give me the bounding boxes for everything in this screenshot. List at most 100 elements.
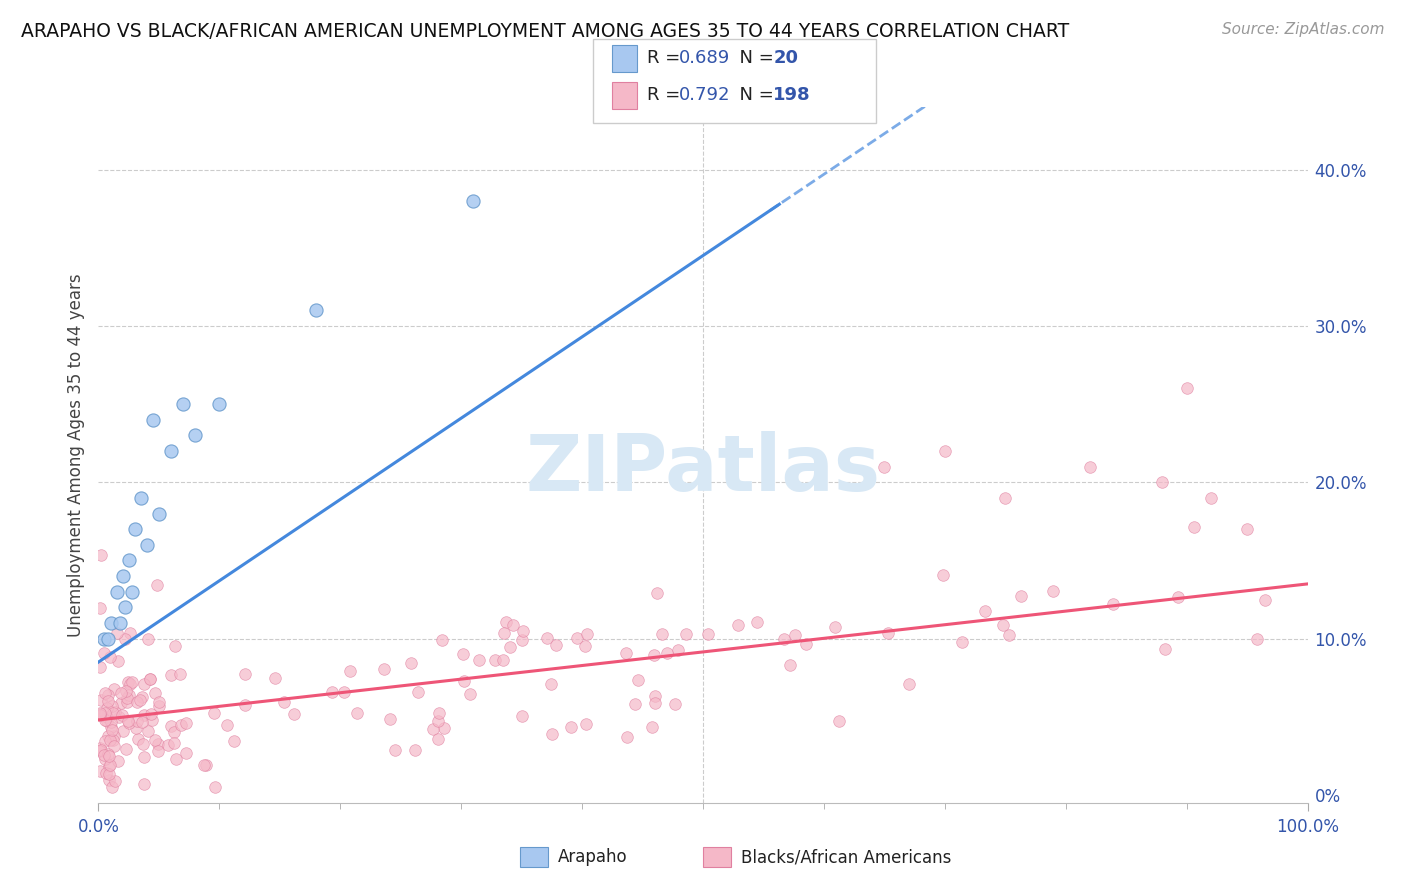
Point [105, 625, 128, 640]
Point [160, 668, 183, 682]
Point [121, 584, 143, 599]
Point [484, 652, 506, 666]
Point [97, 749, 120, 764]
Text: Source: ZipAtlas.com: Source: ZipAtlas.com [1222, 22, 1385, 37]
Point [100, 615, 122, 630]
Point [134, 707, 156, 722]
Point [208, 397, 231, 411]
Point [118, 553, 141, 567]
Text: R =: R = [647, 87, 686, 104]
Point [574, 640, 596, 654]
Point [174, 716, 197, 731]
Point [651, 627, 673, 641]
Point [118, 688, 141, 702]
Point [1201, 491, 1223, 505]
Point [1078, 459, 1101, 474]
Point [114, 600, 136, 615]
Text: Blacks/African Americans: Blacks/African Americans [741, 848, 952, 866]
Point [96, 710, 118, 724]
Point [141, 706, 163, 721]
Point [169, 718, 191, 732]
Point [184, 428, 207, 442]
Point [138, 672, 160, 686]
Point [98, 649, 121, 664]
Point [145, 686, 167, 700]
Point [94, 685, 117, 699]
Point [89, 600, 111, 615]
Point [94, 713, 117, 727]
Point [103, 682, 125, 697]
Point [114, 684, 136, 698]
Point [321, 685, 343, 699]
Point [502, 617, 524, 632]
Point [565, 631, 588, 645]
Point [148, 695, 170, 709]
Point [614, 646, 637, 660]
Point [132, 677, 155, 691]
Point [148, 507, 170, 521]
Point [110, 697, 132, 711]
Point [512, 709, 534, 723]
Point [644, 696, 666, 710]
Point [193, 758, 215, 772]
Point [873, 459, 896, 474]
Point [931, 568, 953, 582]
Point [117, 694, 139, 708]
Point [1010, 589, 1032, 603]
Point [97, 747, 120, 762]
Point [146, 744, 169, 758]
Point [195, 757, 218, 772]
Point [89, 660, 111, 674]
Point [110, 686, 132, 700]
Point [779, 658, 801, 673]
Point [163, 725, 186, 739]
Point [148, 738, 170, 752]
Point [468, 653, 491, 667]
Point [131, 690, 153, 704]
Point [107, 654, 129, 668]
Text: ARAPAHO VS BLACK/AFRICAN AMERICAN UNEMPLOYMENT AMONG AGES 35 TO 44 YEARS CORRELA: ARAPAHO VS BLACK/AFRICAN AMERICAN UNEMPL… [21, 22, 1070, 41]
Point [453, 673, 475, 688]
Point [96, 714, 118, 728]
Point [675, 627, 697, 641]
Point [1152, 475, 1174, 490]
Point [463, 194, 485, 208]
Point [108, 710, 131, 724]
Point [127, 732, 149, 747]
Point [510, 633, 533, 648]
Point [114, 742, 136, 756]
Point [346, 706, 368, 721]
Point [624, 697, 647, 711]
Point [1236, 522, 1258, 536]
Point [124, 522, 146, 536]
Point [991, 618, 1014, 632]
Point [97, 767, 120, 781]
Point [645, 586, 668, 600]
Point [998, 627, 1021, 641]
Point [104, 705, 127, 719]
Point [494, 625, 516, 640]
Point [98, 759, 121, 773]
Point [165, 751, 187, 765]
Text: Arapaho: Arapaho [558, 848, 628, 866]
Point [117, 714, 139, 729]
Point [215, 718, 238, 732]
Point [643, 648, 665, 662]
Text: 20: 20 [773, 49, 799, 68]
Point [112, 724, 135, 739]
Point [512, 624, 534, 639]
Point [127, 714, 149, 729]
Point [427, 706, 450, 720]
Point [546, 638, 568, 652]
Point [172, 397, 194, 411]
Point [120, 626, 142, 640]
Point [283, 706, 305, 721]
Point [422, 722, 444, 736]
Point [124, 721, 146, 735]
Point [644, 689, 666, 703]
Point [994, 491, 1017, 505]
Point [94, 706, 117, 721]
Point [89, 741, 111, 756]
Point [136, 724, 159, 739]
Y-axis label: Unemployment Among Ages 35 to 44 years: Unemployment Among Ages 35 to 44 years [66, 273, 84, 637]
